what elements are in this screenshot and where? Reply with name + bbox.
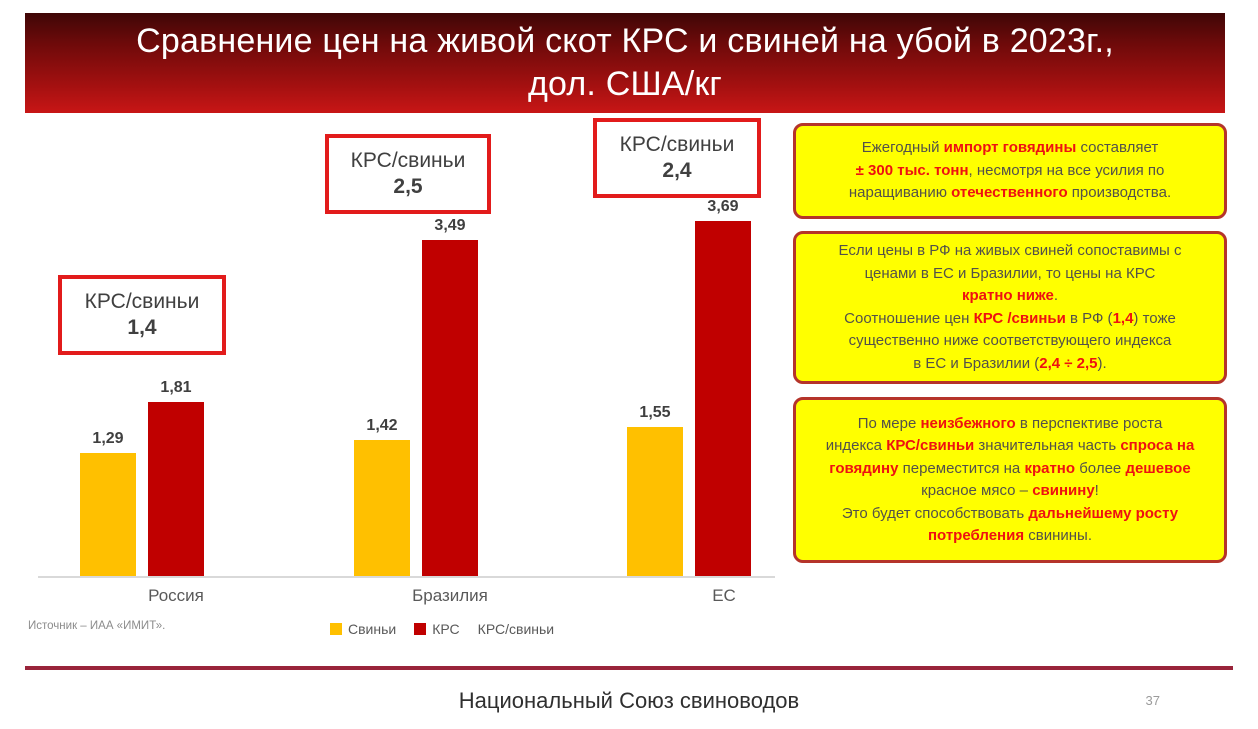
ratio-box-value: 2,5 bbox=[393, 175, 423, 198]
bar-value-label: 3,49 bbox=[434, 217, 466, 235]
bar-cattle-brazil: 3,49 bbox=[422, 217, 478, 577]
category-label-ec: ЕС bbox=[712, 586, 736, 605]
bar-value-label: 1,81 bbox=[160, 379, 192, 397]
legend-item-cattle: КРС bbox=[414, 621, 460, 637]
bar-pigs-russia: 1,29 bbox=[80, 429, 136, 577]
ratio-box-label: КРС/свиньи bbox=[84, 289, 200, 313]
bar-rect bbox=[80, 452, 136, 577]
slide-title-line-1: Сравнение цен на живой скот КРС и свиней… bbox=[136, 21, 1114, 60]
source-note: Источник – ИАА «ИМИТ». bbox=[28, 620, 166, 632]
cattle-swatch-icon bbox=[414, 623, 427, 635]
legend-item-ratio: КРС/свиньи bbox=[478, 621, 554, 637]
bar-rect bbox=[695, 220, 751, 577]
bar-value-label: 1,55 bbox=[639, 404, 671, 422]
ratio-box-brazil: КРС/свиньи 2,5 bbox=[325, 134, 491, 214]
callout-text: По мере неизбежного в перспективе роста и… bbox=[825, 414, 1195, 545]
ratio-box-value: 1,4 bbox=[127, 316, 157, 339]
bar-rect bbox=[148, 402, 204, 577]
callout-price-comparison: Если цены в РФ на живых свиней сопостави… bbox=[793, 231, 1227, 384]
bar-pigs-brazil: 1,42 bbox=[354, 417, 410, 577]
pigs-swatch-icon bbox=[330, 623, 342, 635]
ratio-box-label: КРС/свиньи bbox=[619, 132, 735, 156]
bar-rect bbox=[422, 240, 478, 577]
ratio-box-label: КРС/свиньи bbox=[350, 148, 466, 172]
bar-rect bbox=[627, 427, 683, 577]
bar-cattle-ec: 3,69 bbox=[695, 198, 751, 577]
bar-value-label: 1,29 bbox=[92, 429, 124, 447]
ratio-box-russia: КРС/свиньи 1,4 bbox=[58, 275, 226, 355]
category-label-brazil: Бразилия bbox=[412, 586, 488, 605]
category-label-russia: Россия bbox=[148, 586, 204, 605]
callout-forecast: По мере неизбежного в перспективе роста и… bbox=[793, 397, 1227, 563]
callout-text: Если цены в РФ на живых свиней сопостави… bbox=[838, 242, 1182, 372]
slide-title-banner: Сравнение цен на живой скот КРС и свиней… bbox=[25, 13, 1225, 113]
bar-cattle-russia: 1,81 bbox=[148, 379, 204, 577]
legend-label: КРС/свиньи bbox=[477, 621, 555, 637]
legend-label: Свиньи bbox=[348, 621, 397, 637]
bar-pigs-ec: 1,55 bbox=[627, 404, 683, 577]
page-number: 37 bbox=[1145, 693, 1160, 708]
footer-organization: Национальный Союз свиноводов bbox=[458, 688, 800, 713]
bar-rect bbox=[354, 440, 410, 577]
legend-label: КРС bbox=[432, 621, 460, 637]
x-axis-line bbox=[38, 576, 775, 578]
footer-divider bbox=[25, 666, 1233, 670]
legend-item-pigs: Свиньи bbox=[330, 621, 396, 637]
ratio-box-ec: КРС/свиньи 2,4 bbox=[593, 118, 761, 198]
callout-beef-imports: Ежегодный импорт говядины составляет ± 30… bbox=[793, 123, 1227, 219]
chart-legend: Свиньи КРС КРС/свиньи bbox=[330, 621, 554, 637]
ratio-box-value: 2,4 bbox=[662, 159, 692, 182]
bar-value-label: 1,42 bbox=[366, 417, 398, 434]
callout-text: Ежегодный импорт говядины составляет ± 30… bbox=[848, 139, 1172, 202]
bar-value-label: 3,69 bbox=[707, 197, 739, 215]
slide-title-line-2: дол. США/кг bbox=[527, 65, 723, 103]
